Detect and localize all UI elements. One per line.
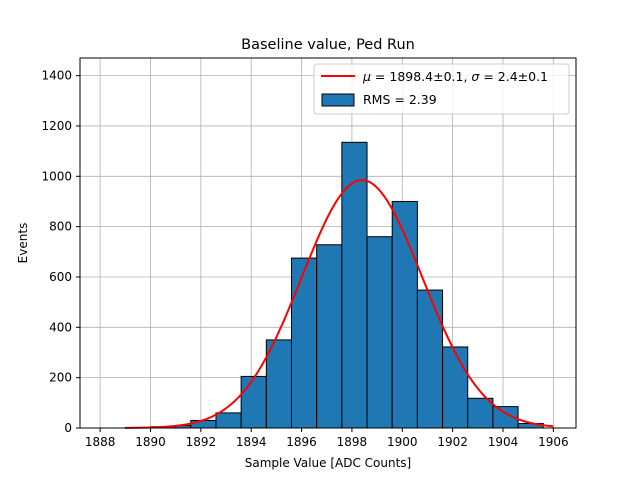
- legend-fit-label: μ = 1898.4±0.1, σ = 2.4±0.1: [362, 69, 548, 84]
- histogram-bar: [416, 289, 444, 429]
- y-axis-label: Events: [16, 223, 30, 264]
- histogram-bar: [442, 346, 469, 429]
- histogram-bar: [215, 412, 242, 429]
- y-tick-label: 800: [49, 220, 72, 234]
- y-tick-label: 600: [49, 270, 72, 284]
- y-tick-label: 1000: [41, 169, 72, 183]
- x-tick-label: 1888: [85, 435, 116, 449]
- legend-box: [313, 63, 570, 115]
- histogram-bar: [265, 339, 292, 429]
- x-tick-label: 1900: [387, 435, 418, 449]
- histogram-bar: [341, 141, 368, 429]
- legend-hist-swatch: [321, 93, 355, 107]
- y-axis-ticks: 0 200 400 600 800 1000 1200 1400: [41, 69, 80, 435]
- x-tick-label: 1894: [236, 435, 267, 449]
- histogram-bar: [290, 257, 318, 429]
- legend-hist-label: RMS = 2.39: [363, 92, 437, 107]
- y-tick-label: 200: [49, 371, 72, 385]
- histogram-bar: [190, 419, 217, 429]
- y-tick-label: 1400: [41, 69, 72, 83]
- histogram-bar: [366, 236, 393, 429]
- y-tick-label: 0: [64, 421, 72, 435]
- x-tick-label: 1906: [538, 435, 569, 449]
- plot-frame: [79, 57, 577, 429]
- x-axis-label: Sample Value [ADC Counts]: [245, 456, 411, 470]
- x-axis-ticks: 1888 1890 1892 1894 1896 1898 1900 1902 1904 1906: [85, 428, 569, 449]
- x-tick-label: 1896: [286, 435, 317, 449]
- histogram-bar: [316, 244, 343, 429]
- y-tick-label: 1200: [41, 119, 72, 133]
- x-tick-label: 1904: [488, 435, 519, 449]
- chart-title: Baseline value, Ped Run: [241, 37, 415, 53]
- x-tick-label: 1902: [437, 435, 468, 449]
- x-tick-label: 1892: [186, 435, 217, 449]
- x-tick-label: 1890: [135, 435, 166, 449]
- legend: μ = 1898.4±0.1, σ = 2.4±0.1 RMS = 2.39: [313, 63, 570, 115]
- gaussian-fit-curve: [125, 179, 554, 429]
- histogram-bar: [467, 397, 494, 429]
- x-tick-label: 1898: [337, 435, 368, 449]
- histogram-bar: [240, 375, 267, 429]
- y-tick-label: 400: [49, 320, 72, 334]
- histogram-bars: [124, 141, 544, 429]
